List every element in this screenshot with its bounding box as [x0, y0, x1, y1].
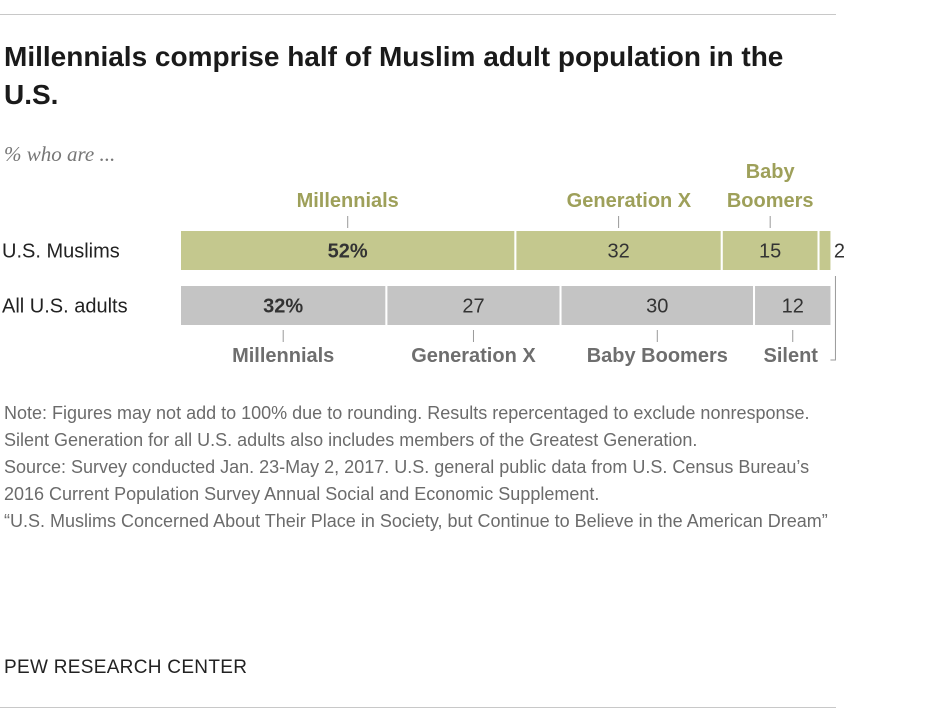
bar-muslims-generation-x [514, 229, 723, 272]
stacked-bar-chart: U.S. Muslims 52% 32 15 2 All U.S. adults 32% 27… [2, 161, 845, 367]
value-label-muslims-silent: 2 [834, 241, 845, 263]
bottom-label-baby-boomers: Baby Boomers [587, 345, 728, 367]
row-label-muslims: U.S. Muslims [2, 241, 120, 263]
note-text: Note: Figures may not add to 100% due to… [4, 403, 810, 450]
chart-subtitle: % who are ... [4, 142, 116, 166]
top-label-generation-x: Generation X [567, 190, 692, 212]
value-label-muslims-generation-x: 32 [607, 241, 629, 263]
bottom-rule [0, 707, 836, 708]
bar-all-adults-baby-boomers [559, 284, 756, 327]
row-label-all-adults: All U.S. adults [2, 296, 128, 318]
value-label-all-adults-silent: 12 [782, 296, 804, 318]
report-title-text: “U.S. Muslims Concerned About Their Plac… [4, 511, 828, 531]
value-label-all-adults-generation-x: 27 [462, 296, 484, 318]
bar-all-adults-millennials [179, 284, 388, 327]
bottom-label-generation-x: Generation X [411, 345, 536, 367]
bar-all-adults-generation-x [385, 284, 562, 327]
source-text: Source: Survey conducted Jan. 23-May 2, … [4, 457, 810, 504]
top-label-baby-boomers-line1: Baby [746, 161, 796, 183]
top-label-baby-boomers-line2: Boomers [727, 190, 814, 212]
value-label-all-adults-baby-boomers: 30 [646, 296, 668, 318]
chart-title: Millennials comprise half of Muslim adul… [4, 41, 784, 110]
bar-muslims-baby-boomers [720, 229, 820, 272]
silent-bracket-line [830, 276, 836, 361]
top-rule [0, 14, 836, 15]
value-label-muslims-millennials: 52% [328, 241, 368, 263]
value-label-muslims-baby-boomers: 15 [759, 241, 781, 263]
top-label-millennials: Millennials [297, 190, 399, 212]
value-label-all-adults-millennials: 32% [263, 296, 303, 318]
bar-all-adults-silent [753, 284, 833, 327]
bottom-label-silent: Silent [764, 345, 819, 367]
credit-label: PEW RESEARCH CENTER [4, 657, 248, 678]
bar-muslims-millennials [179, 229, 517, 272]
notes-block: Note: Figures may not add to 100% due to… [4, 400, 834, 535]
bottom-label-millennials: Millennials [232, 345, 334, 367]
bar-muslims-silent [817, 229, 833, 272]
